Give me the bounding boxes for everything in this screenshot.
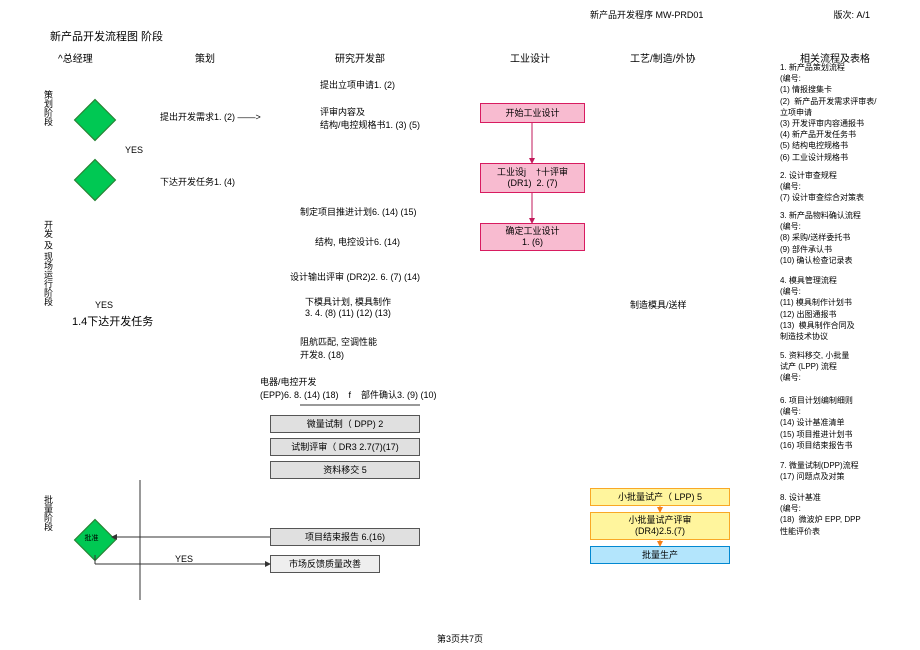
yes-1: YES (125, 145, 143, 155)
stage-dev: 开发 及 现场运行阶段 (42, 220, 55, 306)
doc-rev: 版次: A/1 (833, 8, 870, 21)
ref-2: 2. 设计审查规程 (编号: (7) 设计审查综合对策表 (780, 170, 910, 204)
box-lpp: 小批量试产（ LPP) 5 (590, 488, 730, 506)
decision-3: 批准 (74, 519, 116, 561)
col-head-mfg: 工艺/制造/外协 (630, 50, 696, 65)
node-task: 下达开发任务1. (4) (160, 175, 235, 188)
ref-4: 4. 模具管理流程 (编号: (11) 模具制作计划书 (12) 出图通报书 (… (780, 275, 910, 342)
box-ind-dr1: 工业设j †十评审 (DR1) 2. (7) (480, 163, 585, 193)
node-mfg-mold: 制造模具/送样 (630, 298, 687, 311)
box-ind-start: 开始工业设计 (480, 103, 585, 123)
yes-3: YES (175, 554, 193, 564)
col-head-rd: 研究开发部 (335, 50, 385, 65)
box-mass: 批量生产 (590, 546, 730, 564)
box-dr3: 试制评审（ DR3 2.7(7)(17) (270, 438, 420, 456)
ref-1: 1. 新产品策划流程 (编号: (1) 情报搜集卡 (2) 新产品开发需求评审表… (780, 62, 910, 163)
page-footer: 第3页共7页 (0, 632, 920, 645)
ref-7: 7. 微量试制(DPP)流程 (17) 问题点及对策 (780, 460, 910, 482)
node-match: 阻航匹配, 空调性能 开发8. (18) (300, 335, 377, 361)
box-ind-fix: 确定工业设计 1. (6) (480, 223, 585, 251)
col-head-gm: ^总经理 (58, 50, 93, 65)
node-mold: 下模具计划, 模具制作 3. 4. (8) (11) (12) (13) (305, 295, 391, 318)
stage-mass: 批量阶段 (42, 495, 55, 531)
page-title: 新产品开发流程图 阶段 (50, 28, 163, 44)
box-dr4: 小批量试产评审 (DR4)2.5.(7) (590, 512, 730, 540)
node-struct: 结构, 电控设计6. (14) (315, 235, 400, 248)
col-head-id: 工业设计 (510, 50, 550, 65)
ref-5: 5. 资料移交, 小批量 试产 (LPP) 流程 (编号: (780, 350, 910, 384)
ref-3: 3. 新产品物料确认流程 (编号: (8) 采购/送样委托书 (9) 部件承认书… (780, 210, 910, 266)
col-head-plan: 策划 (195, 50, 215, 65)
ref-6: 6. 项目计划编制细则 (编号: (14) 设计基准清单 (15) 项目推进计划… (780, 395, 910, 451)
ref-8: 8. 设计基准 (编号: (18) 微波炉 EPP, DPP 性能评价表 (780, 492, 910, 537)
node-epp: 电器/电控开发 (EPP)6. 8. (14) (18) f 部件确认3. (9… (260, 375, 437, 401)
task-label: 1.4下达开发任务 (72, 313, 153, 329)
node-plan: 制定项目推进计划6. (14) (15) (300, 205, 417, 218)
box-market: 市场反馈质量改善 (270, 555, 380, 573)
doc-code: 新产品开发程序 MW-PRD01 (590, 8, 703, 21)
node-apply: 提出立项申请1. (2) (320, 78, 395, 91)
box-handover: 资料移交 5 (270, 461, 420, 479)
decision-1 (74, 99, 116, 141)
decision-2 (74, 159, 116, 201)
box-dpp: 微量试制（ DPP) 2 (270, 415, 420, 433)
yes-2: YES (95, 300, 113, 310)
node-review: 评审内容及 结构/电控规格书1. (3) (5) (320, 105, 420, 131)
box-report: 项目结束报告 6.(16) (270, 528, 420, 546)
node-req: 提出开发需求1. (2) ——> (160, 110, 261, 123)
node-dr2: 设计输出评审 (DR2)2. 6. (7) (14) (290, 270, 420, 283)
stage-plan: 策划阶段 (42, 90, 55, 126)
